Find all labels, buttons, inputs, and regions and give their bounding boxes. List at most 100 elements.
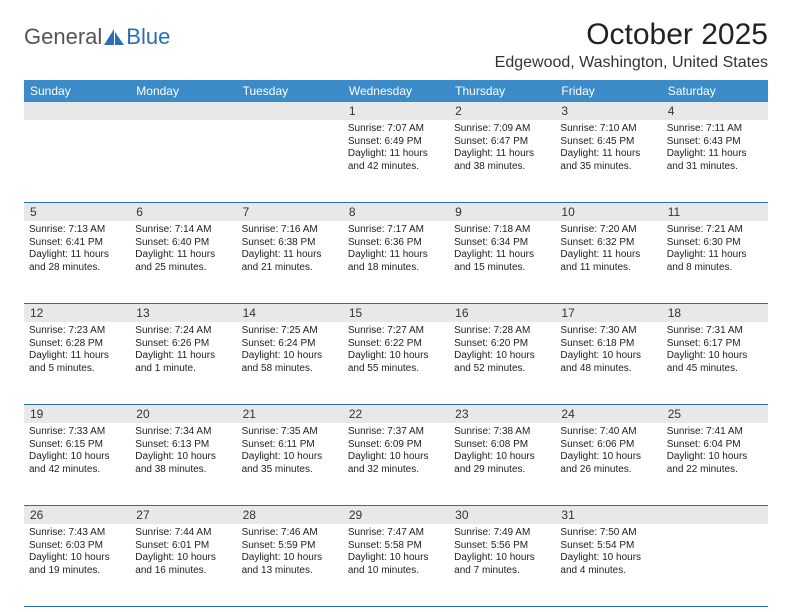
sunset-text: Sunset: 6:08 PM: [454, 439, 550, 452]
daylight-text: Daylight: 10 hours and 45 minutes.: [667, 350, 763, 375]
sunrise-text: Sunrise: 7:31 AM: [667, 325, 763, 338]
sunset-text: Sunset: 6:09 PM: [348, 439, 444, 452]
daylight-text: Daylight: 10 hours and 19 minutes.: [29, 552, 125, 577]
day-cell: Sunrise: 7:07 AMSunset: 6:49 PMDaylight:…: [343, 120, 449, 202]
daylight-text: Daylight: 11 hours and 35 minutes.: [560, 148, 656, 173]
sunrise-text: Sunrise: 7:13 AM: [29, 224, 125, 237]
day-cell: [662, 524, 768, 606]
sunset-text: Sunset: 6:47 PM: [454, 136, 550, 149]
daylight-text: Daylight: 10 hours and 35 minutes.: [242, 451, 338, 476]
day-cell: Sunrise: 7:44 AMSunset: 6:01 PMDaylight:…: [130, 524, 236, 606]
day-cell: Sunrise: 7:46 AMSunset: 5:59 PMDaylight:…: [237, 524, 343, 606]
daylight-text: Daylight: 10 hours and 22 minutes.: [667, 451, 763, 476]
logo-text-general: General: [24, 24, 102, 50]
sunrise-text: Sunrise: 7:23 AM: [29, 325, 125, 338]
day-number: 30: [449, 506, 555, 524]
weekday-wednesday: Wednesday: [343, 80, 449, 102]
weekday-sunday: Sunday: [24, 80, 130, 102]
day-number: 6: [130, 203, 236, 221]
day-number: 4: [662, 102, 768, 120]
week-row: Sunrise: 7:23 AMSunset: 6:28 PMDaylight:…: [24, 322, 768, 405]
day-cell: [130, 120, 236, 202]
daylight-text: Daylight: 10 hours and 58 minutes.: [242, 350, 338, 375]
calendar: Sunday Monday Tuesday Wednesday Thursday…: [24, 80, 768, 607]
day-number-row: 1234: [24, 102, 768, 120]
sunset-text: Sunset: 6:22 PM: [348, 338, 444, 351]
day-cell: Sunrise: 7:14 AMSunset: 6:40 PMDaylight:…: [130, 221, 236, 303]
day-number: 20: [130, 405, 236, 423]
day-cell: Sunrise: 7:23 AMSunset: 6:28 PMDaylight:…: [24, 322, 130, 404]
day-number: 15: [343, 304, 449, 322]
day-cell: Sunrise: 7:17 AMSunset: 6:36 PMDaylight:…: [343, 221, 449, 303]
sunrise-text: Sunrise: 7:44 AM: [135, 527, 231, 540]
sunrise-text: Sunrise: 7:14 AM: [135, 224, 231, 237]
daylight-text: Daylight: 10 hours and 16 minutes.: [135, 552, 231, 577]
logo-sail-icon: [104, 29, 124, 45]
sunset-text: Sunset: 6:40 PM: [135, 237, 231, 250]
day-number-row: 567891011: [24, 203, 768, 221]
sunrise-text: Sunrise: 7:24 AM: [135, 325, 231, 338]
logo-text-blue: Blue: [126, 24, 170, 50]
sunrise-text: Sunrise: 7:49 AM: [454, 527, 550, 540]
weekday-header-row: Sunday Monday Tuesday Wednesday Thursday…: [24, 80, 768, 102]
day-number-row: 12131415161718: [24, 304, 768, 322]
day-cell: Sunrise: 7:41 AMSunset: 6:04 PMDaylight:…: [662, 423, 768, 505]
day-number-row: 262728293031: [24, 506, 768, 524]
sunrise-text: Sunrise: 7:07 AM: [348, 123, 444, 136]
sunrise-text: Sunrise: 7:37 AM: [348, 426, 444, 439]
day-number: [237, 102, 343, 120]
day-number: 22: [343, 405, 449, 423]
daylight-text: Daylight: 10 hours and 55 minutes.: [348, 350, 444, 375]
week-row: Sunrise: 7:43 AMSunset: 6:03 PMDaylight:…: [24, 524, 768, 607]
sunset-text: Sunset: 6:03 PM: [29, 540, 125, 553]
sunrise-text: Sunrise: 7:21 AM: [667, 224, 763, 237]
day-number: 19: [24, 405, 130, 423]
daylight-text: Daylight: 10 hours and 4 minutes.: [560, 552, 656, 577]
daylight-text: Daylight: 10 hours and 38 minutes.: [135, 451, 231, 476]
day-cell: Sunrise: 7:24 AMSunset: 6:26 PMDaylight:…: [130, 322, 236, 404]
day-cell: Sunrise: 7:30 AMSunset: 6:18 PMDaylight:…: [555, 322, 661, 404]
day-number: 1: [343, 102, 449, 120]
sunrise-text: Sunrise: 7:41 AM: [667, 426, 763, 439]
day-cell: Sunrise: 7:33 AMSunset: 6:15 PMDaylight:…: [24, 423, 130, 505]
day-number: 17: [555, 304, 661, 322]
day-number: 3: [555, 102, 661, 120]
sunset-text: Sunset: 6:43 PM: [667, 136, 763, 149]
sunrise-text: Sunrise: 7:38 AM: [454, 426, 550, 439]
day-cell: Sunrise: 7:31 AMSunset: 6:17 PMDaylight:…: [662, 322, 768, 404]
sunrise-text: Sunrise: 7:10 AM: [560, 123, 656, 136]
sunrise-text: Sunrise: 7:17 AM: [348, 224, 444, 237]
day-cell: Sunrise: 7:35 AMSunset: 6:11 PMDaylight:…: [237, 423, 343, 505]
day-cell: Sunrise: 7:47 AMSunset: 5:58 PMDaylight:…: [343, 524, 449, 606]
header: General Blue October 2025 Edgewood, Wash…: [24, 18, 768, 72]
sunset-text: Sunset: 5:54 PM: [560, 540, 656, 553]
day-number: 7: [237, 203, 343, 221]
sunset-text: Sunset: 6:17 PM: [667, 338, 763, 351]
sunset-text: Sunset: 6:04 PM: [667, 439, 763, 452]
sunset-text: Sunset: 6:49 PM: [348, 136, 444, 149]
weeks-container: 1234Sunrise: 7:07 AMSunset: 6:49 PMDayli…: [24, 102, 768, 607]
sunrise-text: Sunrise: 7:09 AM: [454, 123, 550, 136]
daylight-text: Daylight: 11 hours and 11 minutes.: [560, 249, 656, 274]
day-cell: Sunrise: 7:49 AMSunset: 5:56 PMDaylight:…: [449, 524, 555, 606]
sunset-text: Sunset: 6:34 PM: [454, 237, 550, 250]
day-number: 24: [555, 405, 661, 423]
sunset-text: Sunset: 6:41 PM: [29, 237, 125, 250]
daylight-text: Daylight: 10 hours and 13 minutes.: [242, 552, 338, 577]
daylight-text: Daylight: 11 hours and 42 minutes.: [348, 148, 444, 173]
sunrise-text: Sunrise: 7:30 AM: [560, 325, 656, 338]
sunrise-text: Sunrise: 7:43 AM: [29, 527, 125, 540]
day-number-row: 19202122232425: [24, 405, 768, 423]
weekday-saturday: Saturday: [662, 80, 768, 102]
day-number: 21: [237, 405, 343, 423]
sunset-text: Sunset: 6:15 PM: [29, 439, 125, 452]
daylight-text: Daylight: 11 hours and 18 minutes.: [348, 249, 444, 274]
day-number: 14: [237, 304, 343, 322]
sunset-text: Sunset: 6:32 PM: [560, 237, 656, 250]
daylight-text: Daylight: 10 hours and 29 minutes.: [454, 451, 550, 476]
sunrise-text: Sunrise: 7:47 AM: [348, 527, 444, 540]
daylight-text: Daylight: 11 hours and 1 minute.: [135, 350, 231, 375]
daylight-text: Daylight: 11 hours and 38 minutes.: [454, 148, 550, 173]
day-cell: [24, 120, 130, 202]
sunset-text: Sunset: 6:26 PM: [135, 338, 231, 351]
